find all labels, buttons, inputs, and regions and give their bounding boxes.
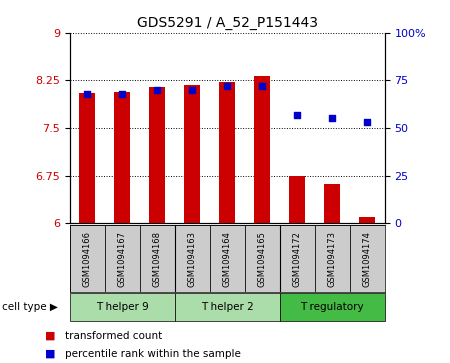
Text: T regulatory: T regulatory xyxy=(301,302,364,312)
Bar xyxy=(360,217,375,223)
Point xyxy=(189,87,196,93)
Text: GSM1094166: GSM1094166 xyxy=(83,231,92,287)
Bar xyxy=(315,225,350,292)
Bar xyxy=(149,87,165,223)
Text: ■: ■ xyxy=(45,349,55,359)
Bar xyxy=(220,82,235,223)
Bar xyxy=(254,76,270,223)
Point xyxy=(119,91,126,97)
Text: T helper 2: T helper 2 xyxy=(201,302,254,312)
Bar xyxy=(280,293,385,321)
Bar xyxy=(175,225,210,292)
Text: ■: ■ xyxy=(45,331,55,341)
Text: cell type ▶: cell type ▶ xyxy=(2,302,58,312)
Bar xyxy=(140,225,175,292)
Bar xyxy=(70,293,175,321)
Bar xyxy=(289,176,305,223)
Bar xyxy=(175,293,280,321)
Text: GSM1094172: GSM1094172 xyxy=(293,231,302,286)
Text: GSM1094164: GSM1094164 xyxy=(223,231,232,286)
Bar xyxy=(79,93,95,223)
Point xyxy=(294,112,301,118)
Bar xyxy=(280,225,315,292)
Point xyxy=(328,115,336,121)
Point xyxy=(84,91,91,97)
Bar xyxy=(184,85,200,223)
Text: transformed count: transformed count xyxy=(65,331,162,341)
Bar xyxy=(350,225,385,292)
Bar xyxy=(210,225,245,292)
Text: GSM1094165: GSM1094165 xyxy=(258,231,267,286)
Point xyxy=(364,119,371,125)
Text: GSM1094167: GSM1094167 xyxy=(118,231,127,287)
Bar xyxy=(245,225,280,292)
Title: GDS5291 / A_52_P151443: GDS5291 / A_52_P151443 xyxy=(137,16,318,30)
Point xyxy=(153,87,161,93)
Bar xyxy=(70,225,105,292)
Bar xyxy=(114,92,130,223)
Text: GSM1094173: GSM1094173 xyxy=(328,231,337,287)
Text: T helper 9: T helper 9 xyxy=(96,302,148,312)
Bar xyxy=(105,225,140,292)
Text: GSM1094174: GSM1094174 xyxy=(363,231,372,286)
Point xyxy=(224,83,231,89)
Text: GSM1094163: GSM1094163 xyxy=(188,231,197,287)
Text: percentile rank within the sample: percentile rank within the sample xyxy=(65,349,241,359)
Bar xyxy=(324,184,340,223)
Text: GSM1094168: GSM1094168 xyxy=(153,231,162,287)
Point xyxy=(259,83,266,89)
